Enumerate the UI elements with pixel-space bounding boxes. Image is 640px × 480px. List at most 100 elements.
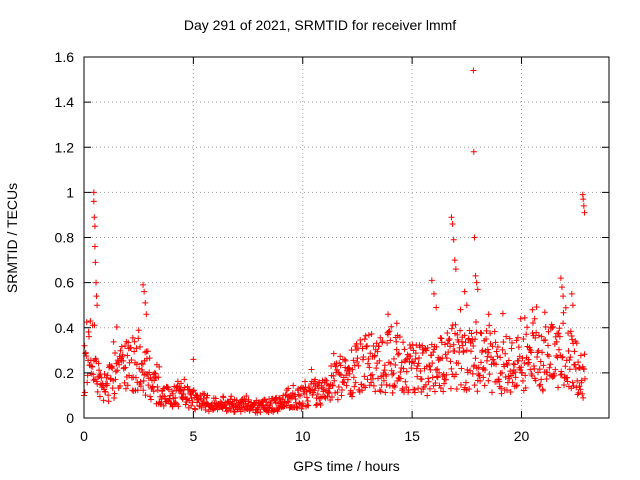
data-point xyxy=(351,383,358,390)
data-point xyxy=(461,332,468,339)
data-point xyxy=(181,384,188,391)
data-point xyxy=(489,343,496,350)
data-point xyxy=(390,370,397,377)
data-point xyxy=(290,382,297,389)
data-point xyxy=(452,266,459,273)
data-point xyxy=(496,378,503,385)
data-point xyxy=(276,394,283,401)
data-point xyxy=(551,372,558,379)
data-point xyxy=(190,356,197,363)
data-point xyxy=(382,389,389,396)
data-point xyxy=(114,367,121,374)
data-point xyxy=(435,357,442,364)
data-point xyxy=(397,375,404,382)
data-point xyxy=(565,348,572,355)
data-point xyxy=(457,306,464,313)
data-point xyxy=(367,372,374,379)
data-point xyxy=(362,332,369,339)
data-point xyxy=(81,389,88,396)
data-point xyxy=(240,404,247,411)
data-point xyxy=(567,328,574,335)
data-point xyxy=(411,389,418,396)
data-point xyxy=(94,380,101,387)
data-point xyxy=(504,362,511,369)
data-point xyxy=(506,335,513,342)
data-point xyxy=(400,339,407,346)
data-point xyxy=(577,386,584,393)
data-point xyxy=(575,359,582,366)
y-tick-label: 1.2 xyxy=(55,139,75,155)
data-point xyxy=(387,360,394,367)
data-point xyxy=(136,365,143,372)
data-point xyxy=(531,315,538,322)
data-point xyxy=(377,388,384,395)
data-point xyxy=(485,349,492,356)
data-point xyxy=(525,359,532,366)
data-point xyxy=(431,290,437,297)
data-point xyxy=(497,354,504,361)
data-point xyxy=(128,357,135,364)
data-point xyxy=(535,332,542,339)
data-point xyxy=(480,374,487,381)
data-point xyxy=(368,379,375,386)
data-point xyxy=(146,369,153,376)
data-point xyxy=(305,402,312,409)
data-point xyxy=(493,361,500,368)
data-point xyxy=(488,389,495,396)
data-point xyxy=(542,337,549,344)
data-point xyxy=(433,304,440,311)
data-point xyxy=(336,371,343,378)
y-tick-label: 0 xyxy=(66,410,74,426)
x-tick-label: 15 xyxy=(404,428,420,444)
data-point xyxy=(544,351,551,358)
data-point xyxy=(158,401,165,408)
data-point xyxy=(528,349,535,356)
data-point xyxy=(399,385,406,392)
data-point xyxy=(560,309,567,316)
data-point xyxy=(133,345,140,352)
data-point xyxy=(407,353,414,360)
y-tick-label: 1 xyxy=(66,184,74,200)
data-point xyxy=(455,360,462,367)
data-point xyxy=(144,348,151,355)
data-point xyxy=(392,362,399,369)
data-point xyxy=(297,392,304,399)
data-point xyxy=(552,366,559,373)
data-point xyxy=(466,327,473,334)
data-point xyxy=(111,350,118,357)
data-point xyxy=(125,339,132,346)
data-point xyxy=(467,348,474,355)
data-point xyxy=(174,378,181,385)
y-tick-label: 1.4 xyxy=(55,94,75,110)
data-point xyxy=(443,371,450,378)
data-point xyxy=(91,214,98,221)
data-point xyxy=(91,322,98,329)
data-point xyxy=(137,343,144,350)
data-point xyxy=(428,352,435,359)
data-point xyxy=(355,362,362,369)
data-point xyxy=(133,361,140,368)
data-point xyxy=(119,351,126,358)
data-point xyxy=(527,366,534,373)
data-point xyxy=(532,334,539,341)
data-point xyxy=(86,333,93,340)
data-point xyxy=(337,362,344,369)
data-point xyxy=(424,392,431,399)
data-point xyxy=(566,366,573,373)
data-point xyxy=(139,368,146,375)
data-point xyxy=(359,345,366,352)
data-point xyxy=(245,396,252,403)
data-point xyxy=(487,330,494,337)
data-point xyxy=(412,355,419,362)
data-point xyxy=(370,343,377,350)
data-point xyxy=(343,382,350,389)
data-point xyxy=(380,377,387,384)
data-point xyxy=(576,383,583,390)
data-point xyxy=(135,327,142,334)
data-point xyxy=(415,360,422,367)
data-point xyxy=(275,405,282,412)
data-point xyxy=(181,376,188,383)
data-point xyxy=(513,383,520,390)
data-point xyxy=(521,314,528,321)
